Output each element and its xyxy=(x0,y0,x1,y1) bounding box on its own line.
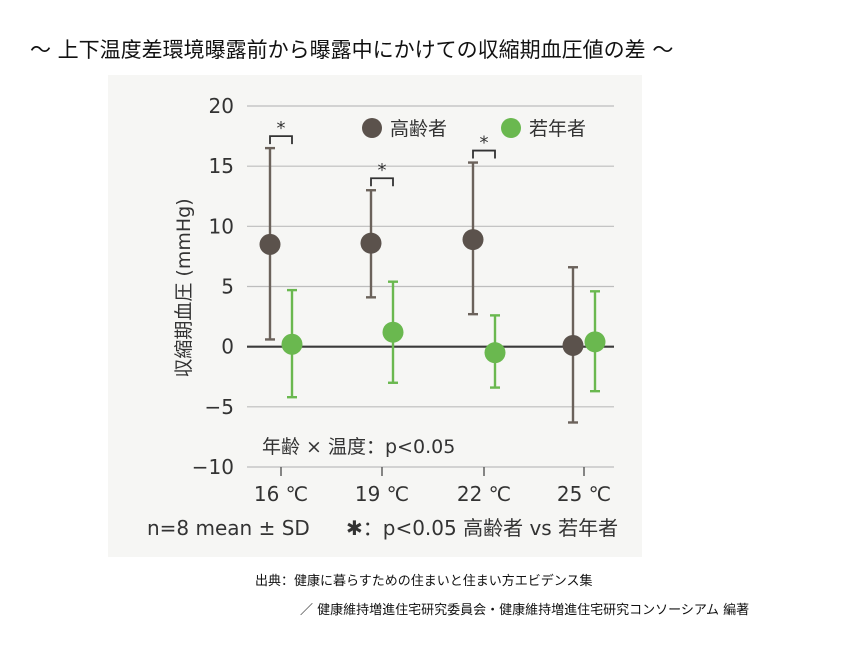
y-tick-labels: 20 15 10 5 0 −5 −10 xyxy=(192,94,234,479)
significance-marker: * xyxy=(480,133,489,154)
data-point xyxy=(382,321,404,343)
page-title: ～ 上下温度差環境曝露前から曝露中にかけての収縮期血圧値の差 ～ xyxy=(30,38,674,62)
data-point xyxy=(462,229,484,251)
legend-label: 高齢者 xyxy=(390,118,447,140)
data-point-group xyxy=(259,146,281,341)
data-point xyxy=(584,331,606,353)
significance-marker: * xyxy=(378,160,387,181)
data-point-group xyxy=(382,280,404,384)
y-tick-label: −5 xyxy=(205,395,234,419)
source-line-2: ／ 健康維持増進住宅研究委員会・健康維持増進住宅研究コンソーシアム 編著 xyxy=(300,603,750,618)
significance-layer: * * * xyxy=(269,118,496,187)
x-tick-label: 16 ℃ xyxy=(254,482,308,506)
y-tick-label: 10 xyxy=(209,214,234,238)
significance-bracket xyxy=(370,177,394,187)
data-point xyxy=(484,342,506,364)
legend-swatch xyxy=(362,118,382,138)
legend-swatch xyxy=(501,118,521,138)
footnote-n: n=8 mean ± SD xyxy=(147,516,310,540)
data-point-group xyxy=(281,288,303,399)
source-line-1: 出典：健康に暮らすための住まいと住まい方エビデンス集 xyxy=(255,574,593,589)
data-point-group xyxy=(484,314,506,389)
legend-label: 若年者 xyxy=(529,118,586,140)
legend: 高齢者 若年者 xyxy=(362,118,586,140)
y-axis-label: 収縮期血圧 (mmHg) xyxy=(173,198,195,377)
significance-bracket xyxy=(269,135,293,145)
x-tick-label: 22 ℃ xyxy=(457,482,511,506)
x-tick-labels: 16 ℃ 19 ℃ 22 ℃ 25 ℃ xyxy=(254,467,611,506)
data-point xyxy=(281,333,303,355)
interaction-annotation: 年齢 × 温度：p<0.05 xyxy=(262,436,455,458)
data-point-group xyxy=(360,189,382,299)
significance-bracket xyxy=(472,149,496,159)
y-tick-label: −10 xyxy=(192,455,234,479)
y-tick-label: 5 xyxy=(221,275,234,299)
y-tick-label: 0 xyxy=(221,335,234,359)
footnote-significance: ✱：p<0.05 高齢者 vs 若年者 xyxy=(346,516,618,540)
data-point-group xyxy=(562,266,584,424)
y-tick-label: 15 xyxy=(209,154,234,178)
y-tick-label: 20 xyxy=(209,94,234,118)
x-tick-label: 25 ℃ xyxy=(557,482,611,506)
data-point xyxy=(360,232,382,254)
significance-marker: * xyxy=(277,118,286,139)
data-point-group xyxy=(462,161,484,316)
data-point xyxy=(562,334,584,356)
chart-panel xyxy=(108,75,642,557)
grid-lines xyxy=(247,105,614,468)
data-point xyxy=(259,233,281,255)
x-tick-label: 19 ℃ xyxy=(355,482,409,506)
data-point-group xyxy=(584,290,606,393)
series-layer xyxy=(259,146,606,424)
